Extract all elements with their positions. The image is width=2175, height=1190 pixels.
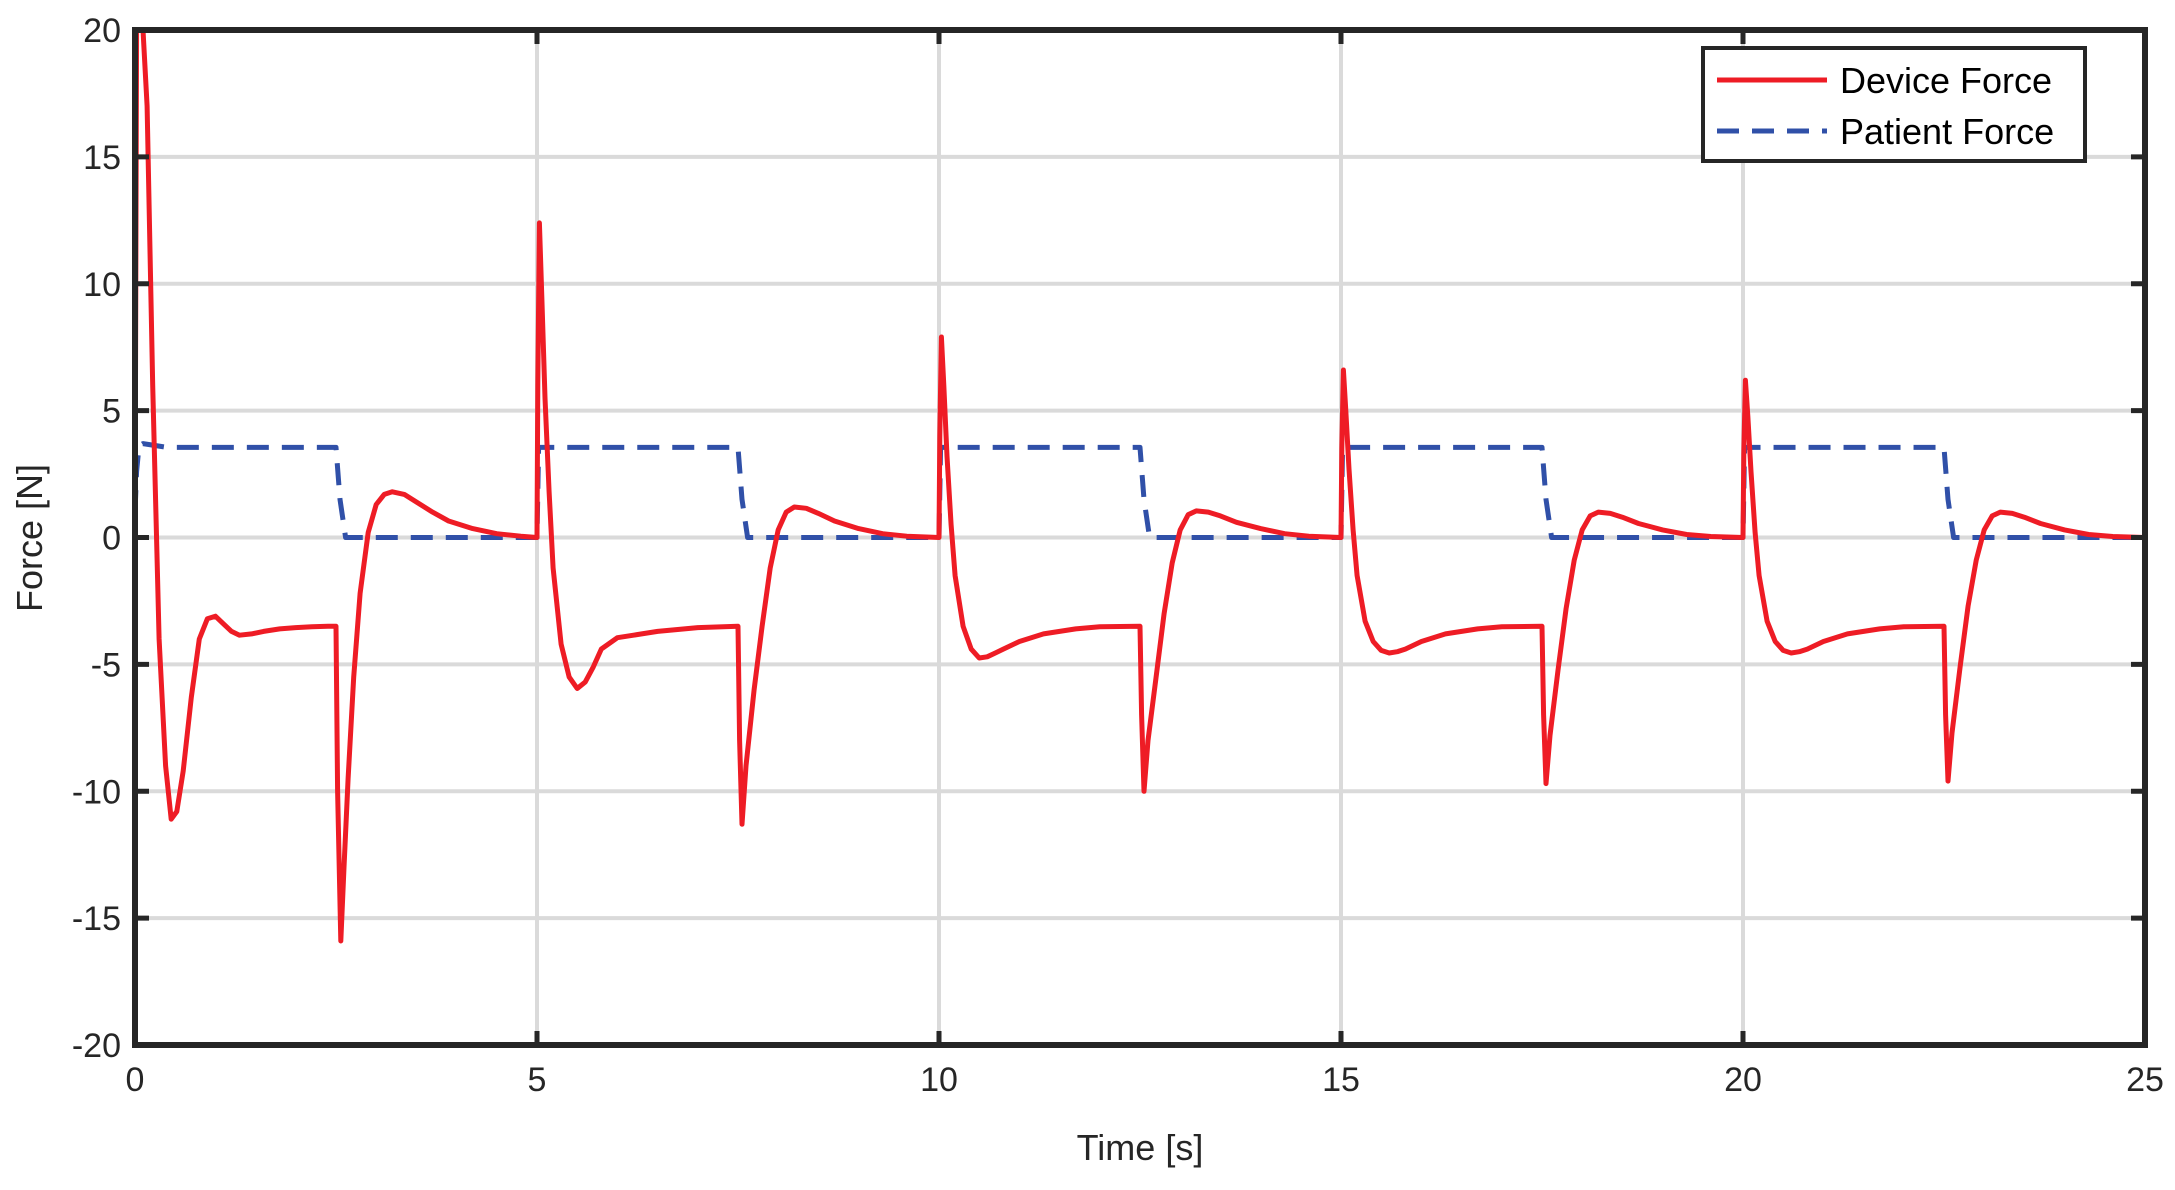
y-tick-label: 15 (83, 139, 121, 177)
y-tick-label: 20 (83, 12, 121, 50)
series-line-patient-force (135, 441, 2145, 540)
legend-label-patient-force: Patient Force (1840, 111, 2054, 152)
y-tick-label: -10 (72, 773, 121, 811)
x-tick-label: 5 (528, 1061, 547, 1099)
y-tick-label: 5 (102, 393, 121, 431)
x-tick-label: 25 (2126, 1061, 2164, 1099)
x-tick-label: 0 (126, 1061, 145, 1099)
series-line-device-force (135, 30, 2145, 944)
x-tick-label: 20 (1724, 1061, 1762, 1099)
x-tick-label: 15 (1322, 1061, 1360, 1099)
ticks: 0 5 10 15 20 25 -20 -15 -10 -5 0 5 10 15 20 (72, 12, 2164, 1099)
y-tick-label: -20 (72, 1027, 121, 1065)
legend-box (1701, 46, 2087, 163)
y-axis-label: Force [N] (9, 464, 50, 612)
series-group (135, 30, 2145, 944)
legend-label-device-force: Device Force (1840, 60, 2052, 101)
y-tick-label: 0 (102, 520, 121, 558)
y-tick-label: -5 (91, 646, 121, 684)
y-tick-label: -15 (72, 900, 121, 938)
y-tick-label: 10 (83, 266, 121, 304)
legend: Device Force Patient Force (1701, 46, 2087, 163)
x-axis-label: Time [s] (1077, 1127, 1204, 1168)
x-tick-label: 10 (920, 1061, 958, 1099)
